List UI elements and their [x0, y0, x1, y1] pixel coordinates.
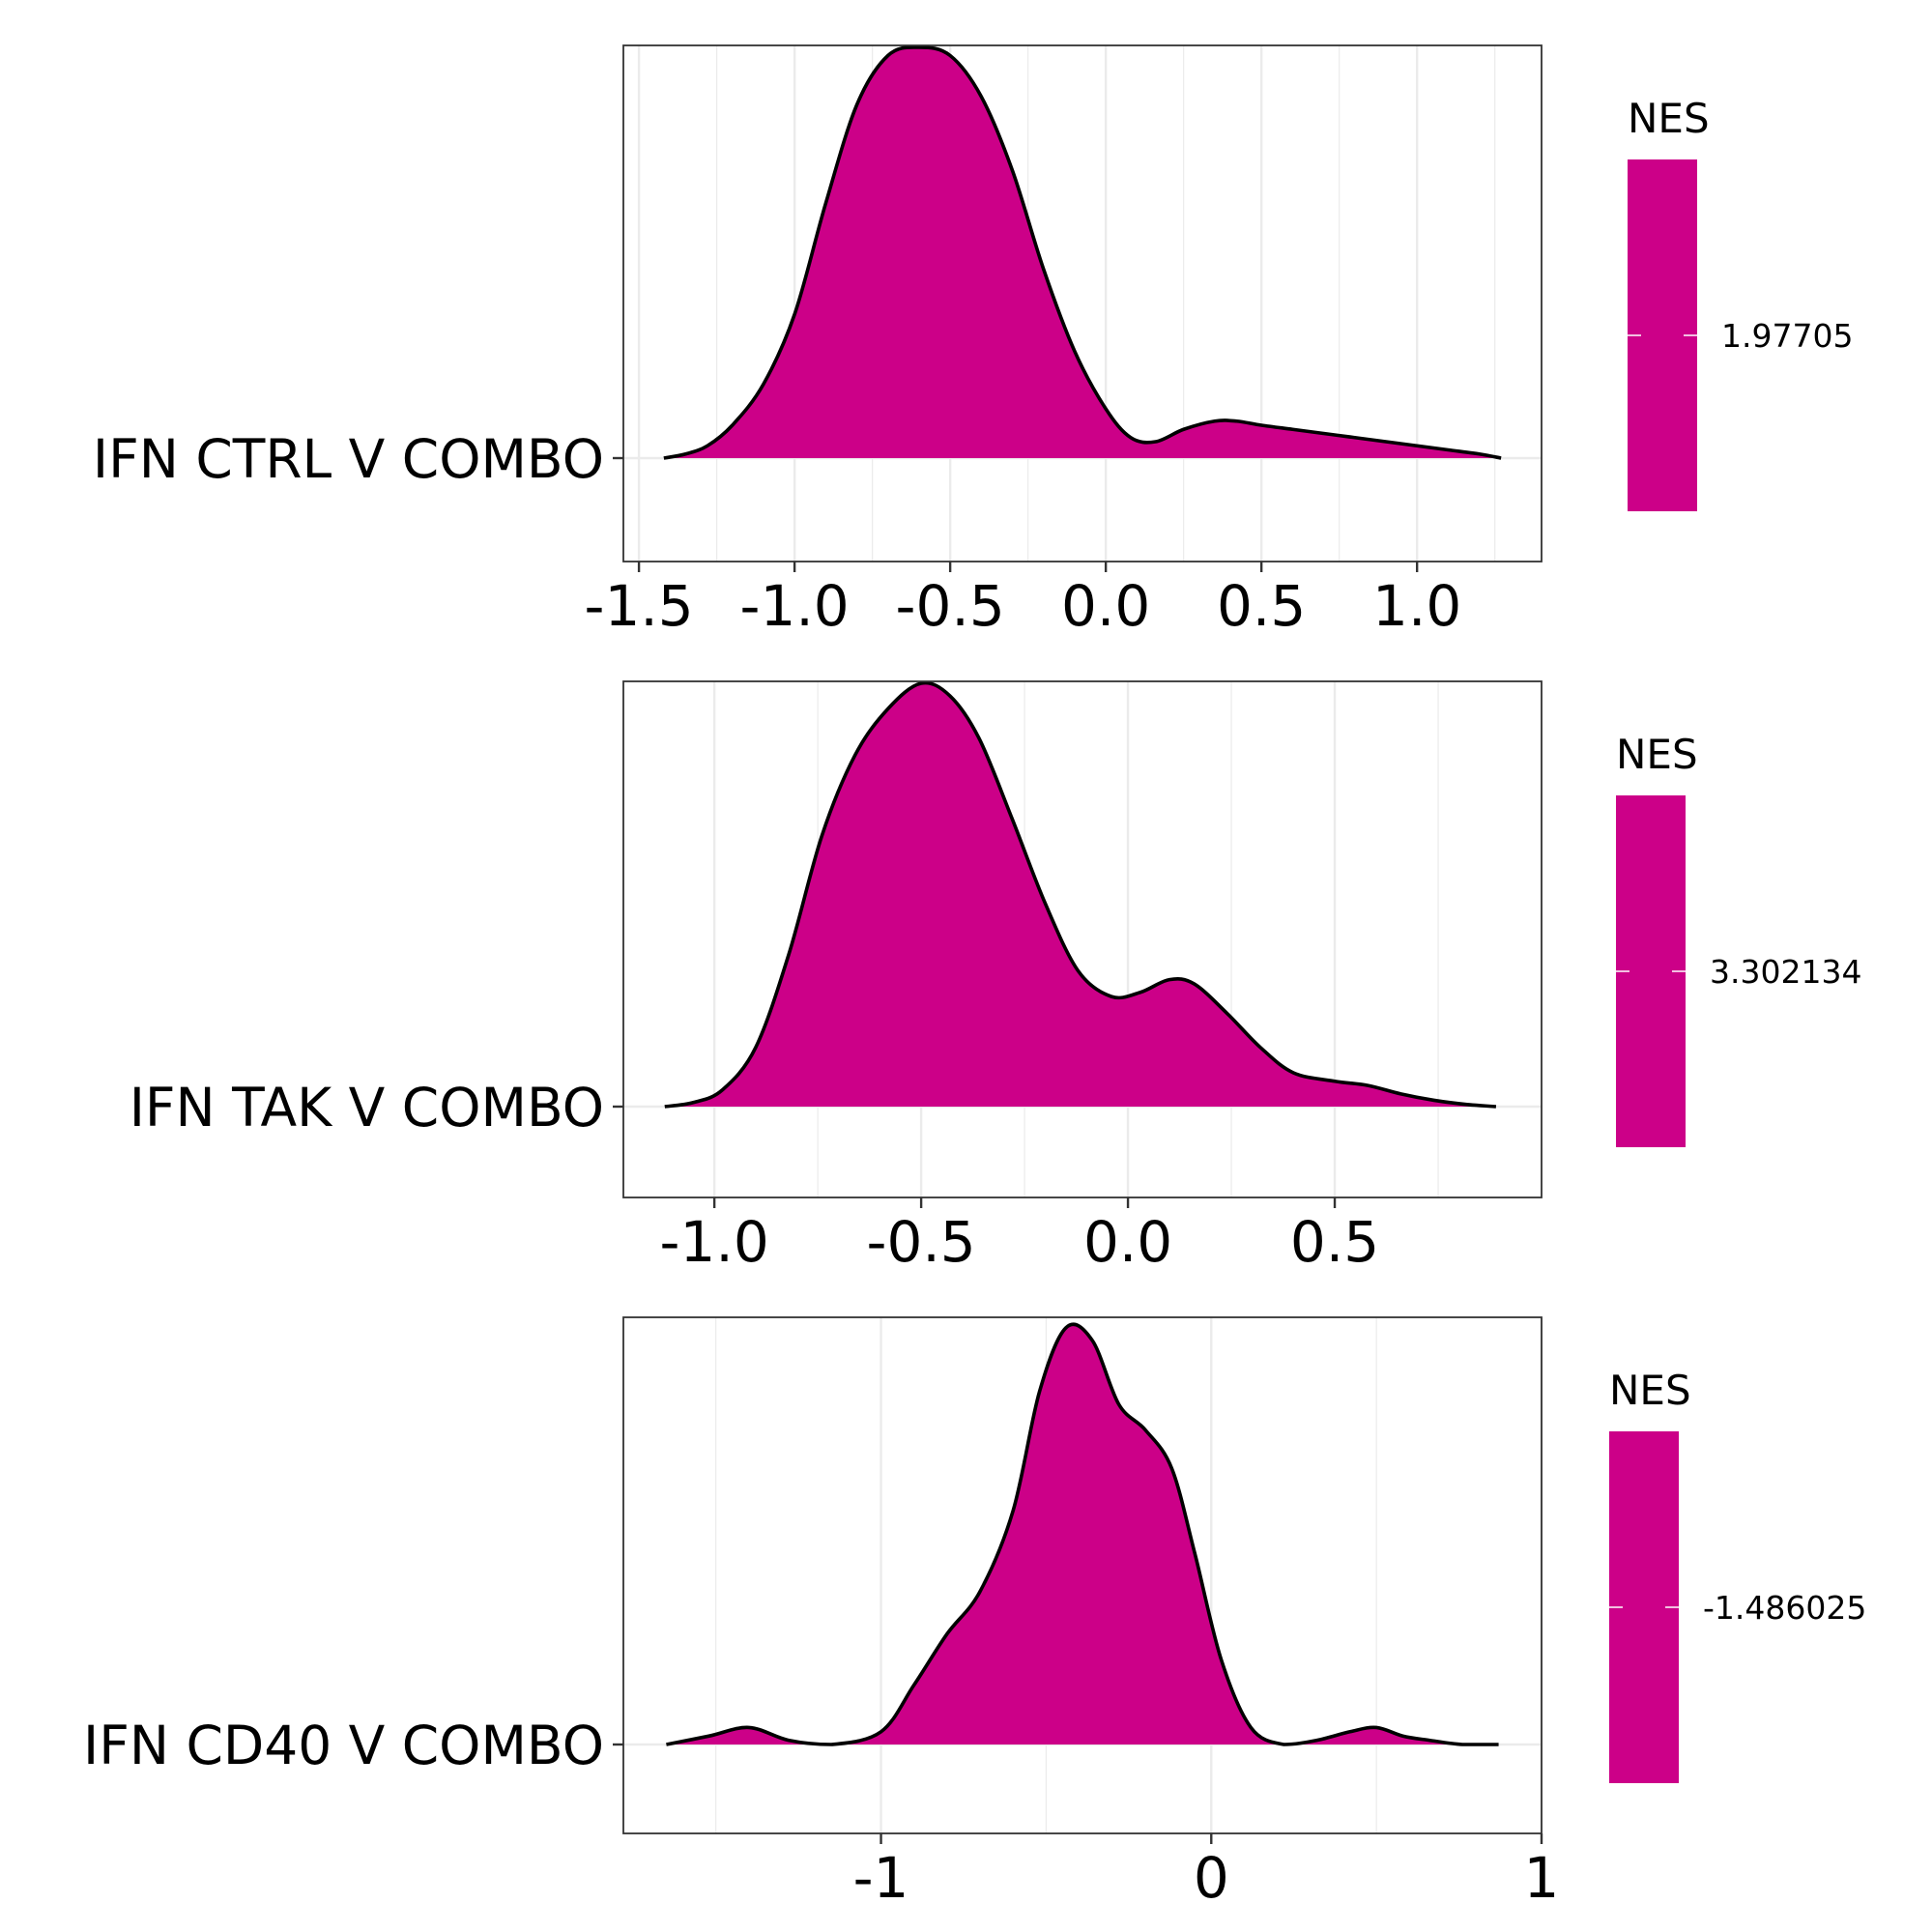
legend-value: 3.302134	[1710, 953, 1861, 991]
x-tick-label: 1.0	[1372, 573, 1461, 639]
y-category-label: IFN TAK V COMBO	[130, 1077, 604, 1139]
x-tick-label: -1.5	[585, 573, 694, 639]
legend-title: NES	[1616, 731, 1698, 778]
legend-value: 1.97705	[1721, 317, 1853, 355]
panel-border	[622, 680, 1543, 1198]
y-category-label: IFN CTRL V COMBO	[93, 428, 604, 490]
density-area	[664, 682, 1496, 1107]
density-panel-1: -1.5 -1.0 -0.5 0.0 0.5 1.0 IFN CTRL V COMBO NES…	[93, 44, 1853, 639]
y-category-label: IFN CD40 V COMBO	[83, 1715, 604, 1776]
x-tick-label: -0.5	[867, 1209, 976, 1275]
panel-background	[623, 45, 1542, 562]
x-tick-label: 0.0	[1083, 1209, 1172, 1275]
legend-title: NES	[1628, 95, 1710, 142]
legend-value: -1.486025	[1703, 1589, 1866, 1627]
legend-title: NES	[1609, 1367, 1691, 1414]
panel-border	[622, 44, 1543, 562]
x-tick-label: 0.5	[1217, 573, 1306, 639]
density-panel-2: -1.0 -0.5 0.0 0.5 IFN TAK V COMBO NES 3.302134	[130, 680, 1861, 1275]
legend: NES -1.486025	[1609, 1367, 1866, 1783]
x-tick-label: -1.0	[740, 573, 850, 639]
x-tick-label: 0	[1194, 1845, 1229, 1911]
density-area	[663, 46, 1502, 458]
legend: NES 1.97705	[1628, 95, 1853, 511]
density-area	[666, 1324, 1499, 1745]
density-panel-3: -1 0 1 IFN CD40 V COMBO NES -1.486025	[83, 1316, 1866, 1911]
x-tick-label: 1	[1524, 1845, 1560, 1911]
panel-background	[623, 681, 1542, 1197]
x-tick-label: -1.0	[660, 1209, 769, 1275]
x-tick-label: 0.0	[1061, 573, 1150, 639]
x-tick-label: -0.5	[896, 573, 1005, 639]
density-line	[664, 680, 1497, 1109]
legend: NES 3.302134	[1616, 731, 1861, 1147]
panel-border	[622, 1316, 1543, 1834]
density-line	[666, 1322, 1499, 1746]
x-tick-label: -1	[853, 1845, 909, 1911]
x-tick-label: 0.5	[1290, 1209, 1379, 1275]
density-line	[663, 45, 1502, 460]
